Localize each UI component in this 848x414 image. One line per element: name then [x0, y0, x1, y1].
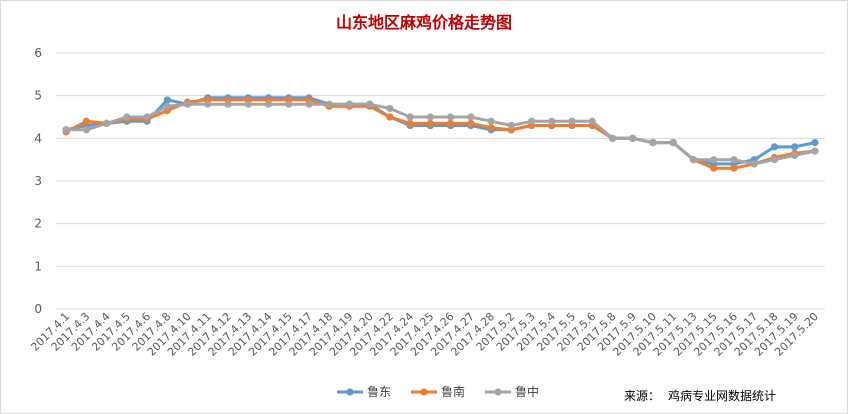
series-group	[62, 94, 819, 172]
data-point	[568, 117, 576, 125]
data-point	[204, 100, 212, 108]
data-point	[82, 126, 90, 134]
data-point	[447, 113, 455, 121]
data-point	[447, 119, 455, 127]
y-axis-ticks: 0 1 2 3 4 5 6	[34, 46, 42, 316]
legend-item: 鲁中	[485, 384, 539, 399]
data-point	[710, 164, 718, 172]
source-text: 来源： 鸡病专业网数据统计	[624, 388, 776, 403]
data-point	[710, 156, 718, 164]
data-point	[406, 113, 414, 121]
data-point	[366, 100, 374, 108]
data-point	[669, 139, 677, 147]
y-tick-label: 1	[34, 259, 42, 273]
data-point	[406, 119, 414, 127]
source-label: 来源：	[624, 389, 660, 403]
data-point	[730, 156, 738, 164]
data-point	[588, 117, 596, 125]
data-point	[467, 113, 475, 121]
series-line-group	[62, 100, 819, 168]
legend-item: 鲁南	[411, 384, 465, 399]
y-tick-label: 4	[34, 131, 42, 145]
data-point	[791, 143, 799, 151]
data-point	[649, 139, 657, 147]
data-point	[183, 100, 192, 108]
data-point	[629, 134, 637, 142]
data-point	[244, 100, 252, 108]
data-point	[426, 113, 434, 121]
data-point	[163, 96, 171, 104]
y-tick-label: 2	[34, 217, 42, 231]
data-point	[608, 134, 617, 142]
data-point	[305, 100, 313, 108]
legend-label: 鲁南	[441, 384, 465, 399]
data-point	[811, 147, 819, 155]
data-point	[285, 100, 293, 108]
data-point	[791, 151, 799, 159]
data-point	[730, 164, 738, 172]
data-point	[163, 102, 171, 110]
legend-swatch-marker	[494, 388, 502, 396]
data-point	[264, 100, 273, 108]
y-tick-label: 5	[34, 89, 42, 103]
data-point	[62, 126, 70, 134]
data-point	[345, 100, 354, 108]
data-point	[548, 117, 556, 125]
data-point	[487, 117, 495, 125]
data-point	[386, 113, 394, 121]
data-point	[224, 100, 232, 108]
data-point	[143, 113, 151, 121]
data-point	[386, 104, 394, 113]
data-point	[82, 117, 90, 125]
data-point	[507, 121, 515, 130]
data-point	[811, 139, 819, 147]
data-point	[123, 113, 131, 121]
legend-swatch-marker	[420, 388, 428, 396]
data-point	[487, 124, 495, 132]
data-point	[770, 143, 779, 151]
source-value: 鸡病专业网数据统计	[668, 388, 776, 403]
data-point	[750, 160, 758, 168]
data-point	[689, 156, 698, 164]
y-tick-label: 0	[34, 302, 42, 316]
y-tick-label: 6	[34, 46, 42, 60]
legend-label: 鲁东	[367, 385, 391, 399]
data-point	[325, 100, 333, 108]
data-point	[467, 119, 475, 127]
legend-label: 鲁中	[515, 384, 539, 399]
y-tick-label: 3	[34, 174, 42, 188]
chart-title: 山东地区麻鸡价格走势图	[336, 13, 512, 32]
legend-swatch-marker	[346, 388, 354, 396]
data-point	[770, 156, 779, 164]
legend-item: 鲁东	[337, 385, 391, 399]
gridlines	[56, 52, 825, 310]
data-point	[527, 117, 536, 125]
legend: 鲁东 鲁南 鲁中	[337, 384, 539, 399]
data-point	[102, 119, 111, 127]
data-point	[426, 119, 434, 127]
